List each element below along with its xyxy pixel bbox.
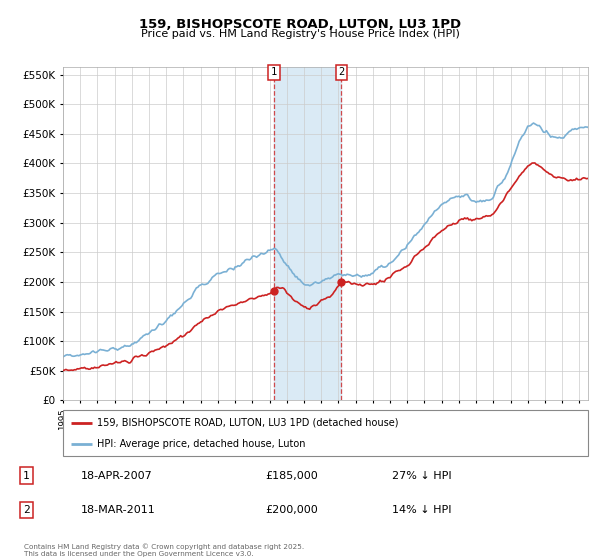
Text: 1: 1	[271, 67, 277, 77]
Text: 18-APR-2007: 18-APR-2007	[81, 470, 153, 480]
Text: 2: 2	[338, 67, 344, 77]
Text: HPI: Average price, detached house, Luton: HPI: Average price, detached house, Luto…	[97, 439, 305, 449]
Text: 159, BISHOPSCOTE ROAD, LUTON, LU3 1PD (detached house): 159, BISHOPSCOTE ROAD, LUTON, LU3 1PD (d…	[97, 418, 398, 428]
Text: £185,000: £185,000	[265, 470, 318, 480]
Text: £200,000: £200,000	[265, 505, 318, 515]
Text: 18-MAR-2011: 18-MAR-2011	[81, 505, 156, 515]
Text: 14% ↓ HPI: 14% ↓ HPI	[392, 505, 452, 515]
Text: 2: 2	[23, 505, 30, 515]
Text: Price paid vs. HM Land Registry's House Price Index (HPI): Price paid vs. HM Land Registry's House …	[140, 29, 460, 39]
Text: 27% ↓ HPI: 27% ↓ HPI	[392, 470, 452, 480]
Bar	[274, 67, 341, 400]
FancyBboxPatch shape	[63, 410, 588, 456]
Text: Contains HM Land Registry data © Crown copyright and database right 2025.
This d: Contains HM Land Registry data © Crown c…	[24, 544, 304, 557]
Text: 1: 1	[23, 470, 30, 480]
Text: 159, BISHOPSCOTE ROAD, LUTON, LU3 1PD: 159, BISHOPSCOTE ROAD, LUTON, LU3 1PD	[139, 18, 461, 31]
